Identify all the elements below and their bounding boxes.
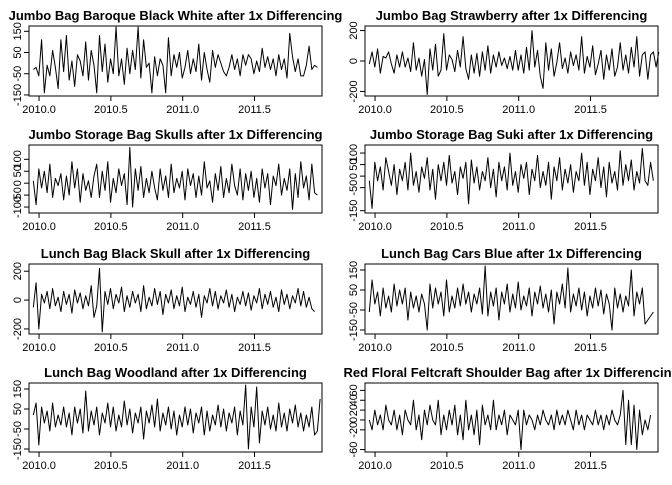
x-tick-label: 2011.0: [166, 221, 199, 233]
y-tick-label: 50: [348, 284, 360, 296]
y-tick-label: 50: [12, 46, 24, 58]
x-tick-label: 2010.5: [94, 221, 128, 233]
y-tick-label: 0: [348, 58, 360, 64]
y-tick-label: 60: [348, 384, 360, 396]
plot-frame: [28, 263, 323, 335]
y-tick-label: -50: [12, 187, 24, 203]
y-tick-label: -50: [12, 66, 24, 82]
x-tick-label: 2011.0: [166, 342, 199, 354]
x-tick-label: 2010.0: [22, 104, 56, 116]
y-tick-label: 150: [348, 261, 360, 279]
panel-5: Lunch Bag Black Skull after 1x Differenc…: [12, 246, 323, 354]
panel-title: Jumbo Bag Strawberry after 1x Differenci…: [376, 8, 648, 23]
x-tick-label: 2011.0: [502, 221, 535, 233]
panel-6: Lunch Bag Cars Blue after 1x Differencin…: [348, 246, 659, 354]
panel-7: Lunch Bag Woodland after 1x Differencing…: [12, 365, 323, 472]
panel-title: Jumbo Bag Baroque Black White after 1x D…: [9, 8, 343, 23]
y-tick-label: 20: [348, 404, 360, 416]
x-tick-label: 2011.5: [238, 460, 271, 472]
x-tick-label: 2010.0: [22, 460, 56, 472]
x-tick-label: 2011.0: [166, 104, 199, 116]
y-tick-label: -60: [348, 442, 360, 458]
plot-frame: [364, 263, 659, 335]
series-line: [368, 30, 660, 95]
panel-title: Lunch Bag Woodland after 1x Differencing: [44, 365, 307, 380]
x-tick-label: 2010.0: [358, 104, 392, 116]
x-tick-label: 2011.0: [502, 104, 535, 116]
y-tick-label: 100: [12, 150, 24, 168]
panel-3: Jumbo Storage Bag Skulls after 1x Differ…: [12, 127, 323, 233]
panel-title: Red Floral Feltcraft Shoulder Bag after …: [344, 365, 672, 380]
plot-frame: [364, 382, 659, 453]
y-tick-label: -150: [12, 438, 24, 460]
panel-2: Jumbo Bag Strawberry after 1x Differenci…: [348, 8, 660, 116]
y-tick-label: -100: [12, 196, 24, 218]
x-tick-label: 2011.5: [574, 221, 607, 233]
y-tick-label: -150: [348, 200, 360, 222]
x-tick-label: 2011.5: [574, 460, 607, 472]
x-tick-label: 2010.5: [94, 342, 128, 354]
y-tick-label: 0: [12, 180, 24, 186]
plot-frame: [28, 144, 323, 214]
y-tick-label: 150: [12, 380, 24, 398]
x-tick-label: 2010.5: [430, 221, 464, 233]
y-tick-label: 150: [12, 22, 24, 40]
plot-frame: [28, 25, 323, 97]
x-tick-label: 2010.0: [22, 342, 56, 354]
y-tick-label: -150: [348, 319, 360, 341]
y-tick-label: 40: [348, 394, 360, 406]
x-tick-label: 2010.5: [430, 460, 464, 472]
x-tick-label: 2010.5: [94, 460, 128, 472]
x-tick-label: 2010.0: [22, 221, 56, 233]
y-tick-label: -20: [348, 422, 360, 438]
y-tick-label: 0: [348, 173, 360, 179]
x-tick-label: 2011.5: [574, 342, 607, 354]
x-tick-label: 2010.5: [94, 104, 128, 116]
y-tick-label: 50: [348, 158, 360, 170]
plot-frame: [364, 144, 659, 214]
panel-title: Lunch Bag Black Skull after 1x Differenc…: [41, 246, 311, 261]
plot-frame: [28, 382, 323, 453]
x-tick-label: 2010.0: [358, 342, 392, 354]
x-tick-label: 2011.5: [238, 104, 271, 116]
y-tick-label: -50: [348, 302, 360, 318]
y-tick-label: 200: [12, 262, 24, 280]
series-line: [33, 26, 318, 94]
y-tick-label: 0: [12, 297, 24, 303]
series-line: [368, 265, 654, 331]
series-line: [32, 267, 315, 333]
panel-4: Jumbo Storage Bag Suki after 1x Differen…: [348, 127, 659, 233]
series-line: [368, 389, 652, 451]
y-tick-label: 50: [12, 403, 24, 415]
x-tick-label: 2011.5: [238, 221, 271, 233]
x-tick-label: 2011.0: [502, 460, 535, 472]
x-tick-label: 2010.5: [430, 342, 464, 354]
x-tick-label: 2010.0: [358, 460, 392, 472]
y-tick-label: -200: [12, 318, 24, 340]
y-tick-label: -50: [348, 180, 360, 196]
x-tick-label: 2010.5: [430, 104, 464, 116]
y-tick-label: 200: [348, 21, 360, 39]
panel-8: Red Floral Feltcraft Shoulder Bag after …: [344, 365, 672, 472]
x-tick-label: 2011.0: [166, 460, 199, 472]
panel-title: Jumbo Storage Bag Skulls after 1x Differ…: [28, 127, 322, 142]
y-tick-label: 0: [348, 417, 360, 423]
y-tick-label: -50: [12, 421, 24, 437]
series-line: [32, 146, 318, 210]
series-line: [32, 384, 321, 450]
y-tick-label: 50: [12, 165, 24, 177]
panel-1: Jumbo Bag Baroque Black White after 1x D…: [9, 8, 343, 116]
y-tick-label: 100: [348, 144, 360, 162]
x-tick-label: 2011.0: [502, 342, 535, 354]
y-tick-label: -200: [348, 80, 360, 102]
x-tick-label: 2011.5: [238, 342, 271, 354]
x-tick-label: 2011.5: [574, 104, 607, 116]
series-line: [368, 147, 654, 209]
y-tick-label: -150: [12, 84, 24, 106]
panel-title: Jumbo Storage Bag Suki after 1x Differen…: [370, 127, 653, 142]
x-tick-label: 2010.0: [358, 221, 392, 233]
panel-title: Lunch Bag Cars Blue after 1x Differencin…: [381, 246, 642, 261]
